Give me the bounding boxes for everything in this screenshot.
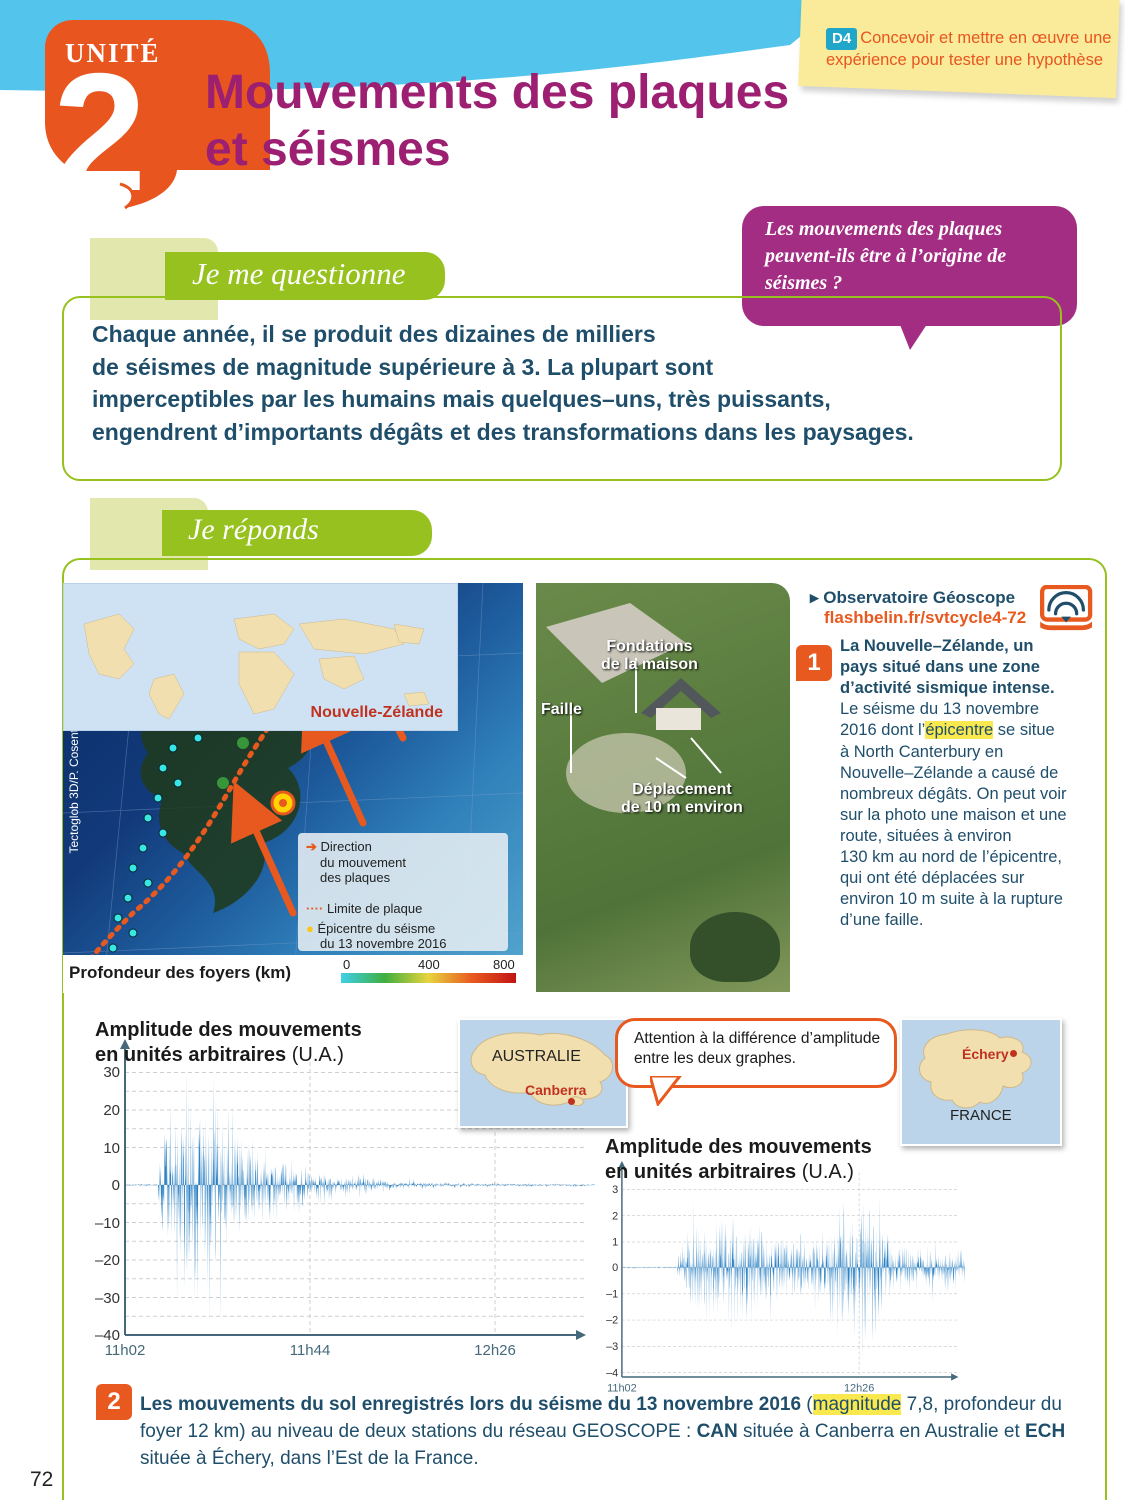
svg-text:–10: –10 [95, 1215, 120, 1232]
svg-text:2: 2 [612, 1210, 618, 1222]
svg-text:0: 0 [612, 1262, 618, 1274]
svg-text:–4: –4 [606, 1367, 618, 1379]
svg-text:20: 20 [103, 1102, 120, 1119]
svg-text:–3: –3 [606, 1341, 618, 1353]
svg-text:–30: –30 [95, 1290, 120, 1307]
svg-text:–20: –20 [95, 1252, 120, 1269]
svg-text:3: 3 [612, 1184, 618, 1196]
svg-text:1: 1 [612, 1237, 618, 1249]
svg-text:11h02: 11h02 [105, 1342, 146, 1359]
svg-text:11h44: 11h44 [290, 1342, 331, 1359]
svg-text:12h26: 12h26 [474, 1342, 516, 1359]
svg-text:10: 10 [103, 1140, 120, 1157]
svg-text:–2: –2 [606, 1315, 618, 1327]
svg-text:0: 0 [112, 1177, 120, 1194]
svg-text:–1: –1 [606, 1288, 618, 1300]
